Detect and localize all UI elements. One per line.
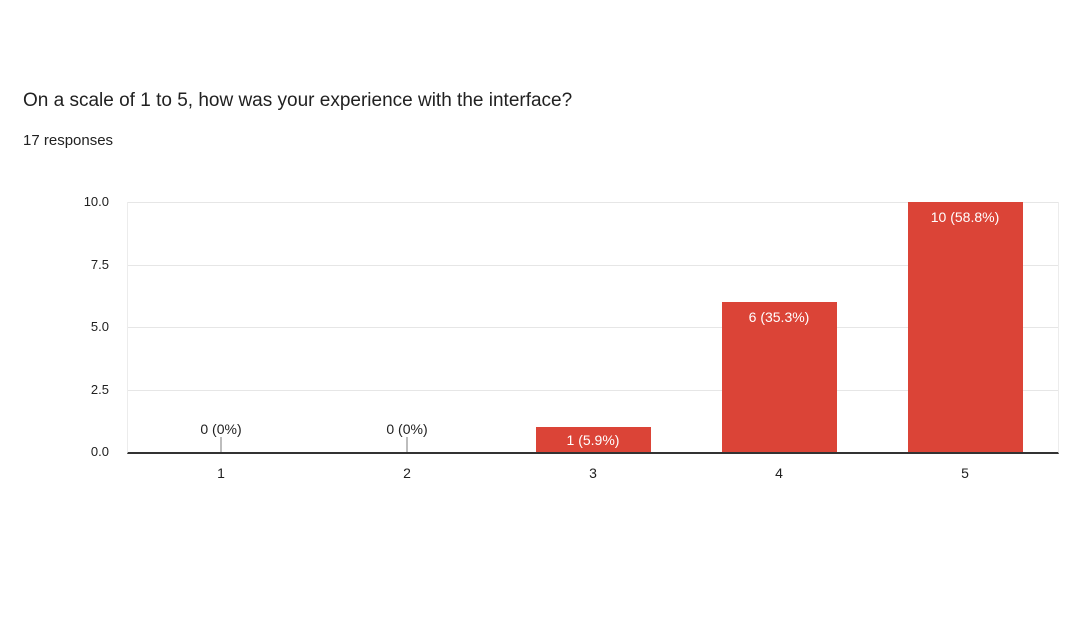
responses-count: 17 responses (23, 132, 114, 149)
y-tick-label: 5.0 (90, 319, 109, 334)
bar-value-label: 10 (58.8%) (930, 209, 1000, 225)
x-tick-label: 3 (589, 465, 597, 481)
gridline (128, 264, 1058, 266)
bar[interactable]: 6 (35.3%) (721, 302, 837, 452)
bar-value-label: 6 (35.3%) (748, 309, 810, 325)
gridline (128, 389, 1058, 391)
x-tick-label: 2 (403, 465, 411, 481)
zero-tick (220, 437, 222, 452)
y-tick-label: 10.0 (83, 194, 109, 209)
y-tick-label: 2.5 (90, 381, 109, 397)
x-tick-label: 5 (961, 465, 969, 481)
y-tick-label: 0.0 (90, 444, 109, 459)
question-title: On a scale of 1 to 5, how was your exper… (23, 90, 573, 111)
bar-value-label: 1 (5.9%) (566, 431, 620, 448)
zero-value-label: 0 (0%) (200, 421, 242, 437)
zero-tick (406, 437, 408, 452)
gridline (128, 327, 1058, 328)
bar[interactable]: 10 (58.8%) (907, 202, 1023, 452)
gridline (128, 202, 1058, 203)
bar[interactable]: 1 (5.9%) (535, 427, 651, 452)
zero-value-label: 0 (0%) (386, 421, 428, 437)
plot-area: 0 (0%) 1 0 (0%) 2 1 (5.9%) 3 6 (35.3%) 4 10 (58.… (127, 202, 1059, 481)
x-tick-label: 4 (775, 465, 783, 481)
y-axis: 0.0 2.5 5.0 7.5 10.0 (0, 194, 118, 459)
x-tick-label: 1 (217, 465, 225, 481)
y-tick-label: 7.5 (90, 256, 109, 272)
